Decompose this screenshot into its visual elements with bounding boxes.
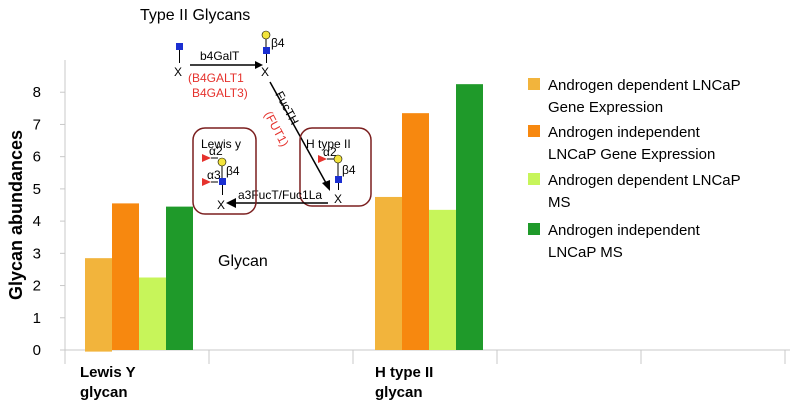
y-tick-label: 3 <box>33 245 41 262</box>
legend-label-1: Androgen dependent LNCaP <box>548 77 741 94</box>
legend-label-2: LNCaP Gene Expression <box>548 146 715 163</box>
inset-glycan-label: Glycan <box>218 253 268 270</box>
bar-lewis-y-series-2 <box>112 203 139 350</box>
x-category-label: H type II <box>375 364 433 381</box>
chart-legend: Androgen dependent LNCaP Gene Expression A… <box>528 77 741 261</box>
y-tick-label: 5 <box>33 181 41 198</box>
y-tick-label: 2 <box>33 278 41 295</box>
svg-text:β4: β4 <box>342 163 356 177</box>
y-tick-label: 0 <box>33 342 41 359</box>
bar-lewis-y-series-4 <box>166 206 193 350</box>
legend-label-4: LNCaP MS <box>548 244 623 261</box>
arrow-fucth <box>269 81 327 184</box>
svg-text:α2: α2 <box>209 144 223 158</box>
svg-text:X: X <box>174 65 182 79</box>
y-axis-label: Glycan abundances <box>6 130 26 300</box>
legend-label-3: MS <box>548 194 571 211</box>
enzyme-b4galt-gene-1: (B4GALT1 <box>188 71 244 85</box>
bar-h-type-ii-series-1 <box>375 196 402 350</box>
legend-swatch-2 <box>528 125 540 137</box>
legend-swatch-4 <box>528 223 540 235</box>
h-type-ii-box-title: H type II <box>306 137 351 151</box>
bar-h-type-ii-series-2 <box>402 113 429 351</box>
svg-text:β4: β4 <box>271 36 285 50</box>
gal-glcnac-glyph: X β4 <box>261 30 285 79</box>
legend-swatch-1 <box>528 78 540 90</box>
legend-label-4: Androgen independent <box>548 222 701 239</box>
enzyme-a3fuct-label: a3FucT/Fuc1La <box>238 188 322 202</box>
h-type-ii-box <box>299 127 372 207</box>
svg-text:X: X <box>261 65 269 79</box>
x-category-label: glycan <box>375 384 423 401</box>
glycan-pathway-inset: X b4GalT (B4GALT1 B4GALT3) X β4 FucTH (F… <box>174 30 372 270</box>
glcnac-start-glyph: X <box>174 43 183 79</box>
bar-h-type-ii-series-3 <box>429 209 456 350</box>
y-tick-label: 8 <box>33 84 41 101</box>
lewis-y-glyph: α2 β4 α3 X <box>202 144 240 212</box>
chart-bars <box>85 84 483 352</box>
lewis-y-box-title: Lewis y <box>201 137 241 151</box>
chart-title: Type II Glycans <box>140 7 250 24</box>
svg-text:α3: α3 <box>207 168 221 182</box>
legend-label-3: Androgen dependent LNCaP <box>548 172 741 189</box>
svg-text:X: X <box>334 192 342 206</box>
legend-swatch-3 <box>528 173 540 185</box>
lewis-y-box <box>192 127 257 215</box>
svg-text:X: X <box>217 198 225 212</box>
enzyme-b4galt-label: b4GalT <box>200 49 240 63</box>
y-tick-label: 1 <box>33 310 41 327</box>
y-tick-label: 4 <box>33 213 41 230</box>
x-category-label: glycan <box>80 384 128 401</box>
h-type-ii-glyph: α2 β4 X <box>318 145 356 206</box>
enzyme-b4galt-gene-2: B4GALT3) <box>192 86 248 100</box>
bar-lewis-y-series-3 <box>139 277 166 350</box>
x-category-label: Lewis Y <box>80 364 136 381</box>
svg-text:β4: β4 <box>226 164 240 178</box>
y-tick-label: 7 <box>33 116 41 133</box>
legend-label-2: Androgen independent <box>548 124 701 141</box>
bar-h-type-ii-series-4 <box>456 84 483 351</box>
bar-lewis-y-series-1 <box>85 258 112 352</box>
y-tick-label: 6 <box>33 149 41 166</box>
chart-axes: 0 1 2 3 4 5 6 7 8 Lewis Y glycan H type II glycan <box>33 60 790 401</box>
svg-text:α2: α2 <box>323 145 337 159</box>
legend-label-1: Gene Expression <box>548 99 663 116</box>
